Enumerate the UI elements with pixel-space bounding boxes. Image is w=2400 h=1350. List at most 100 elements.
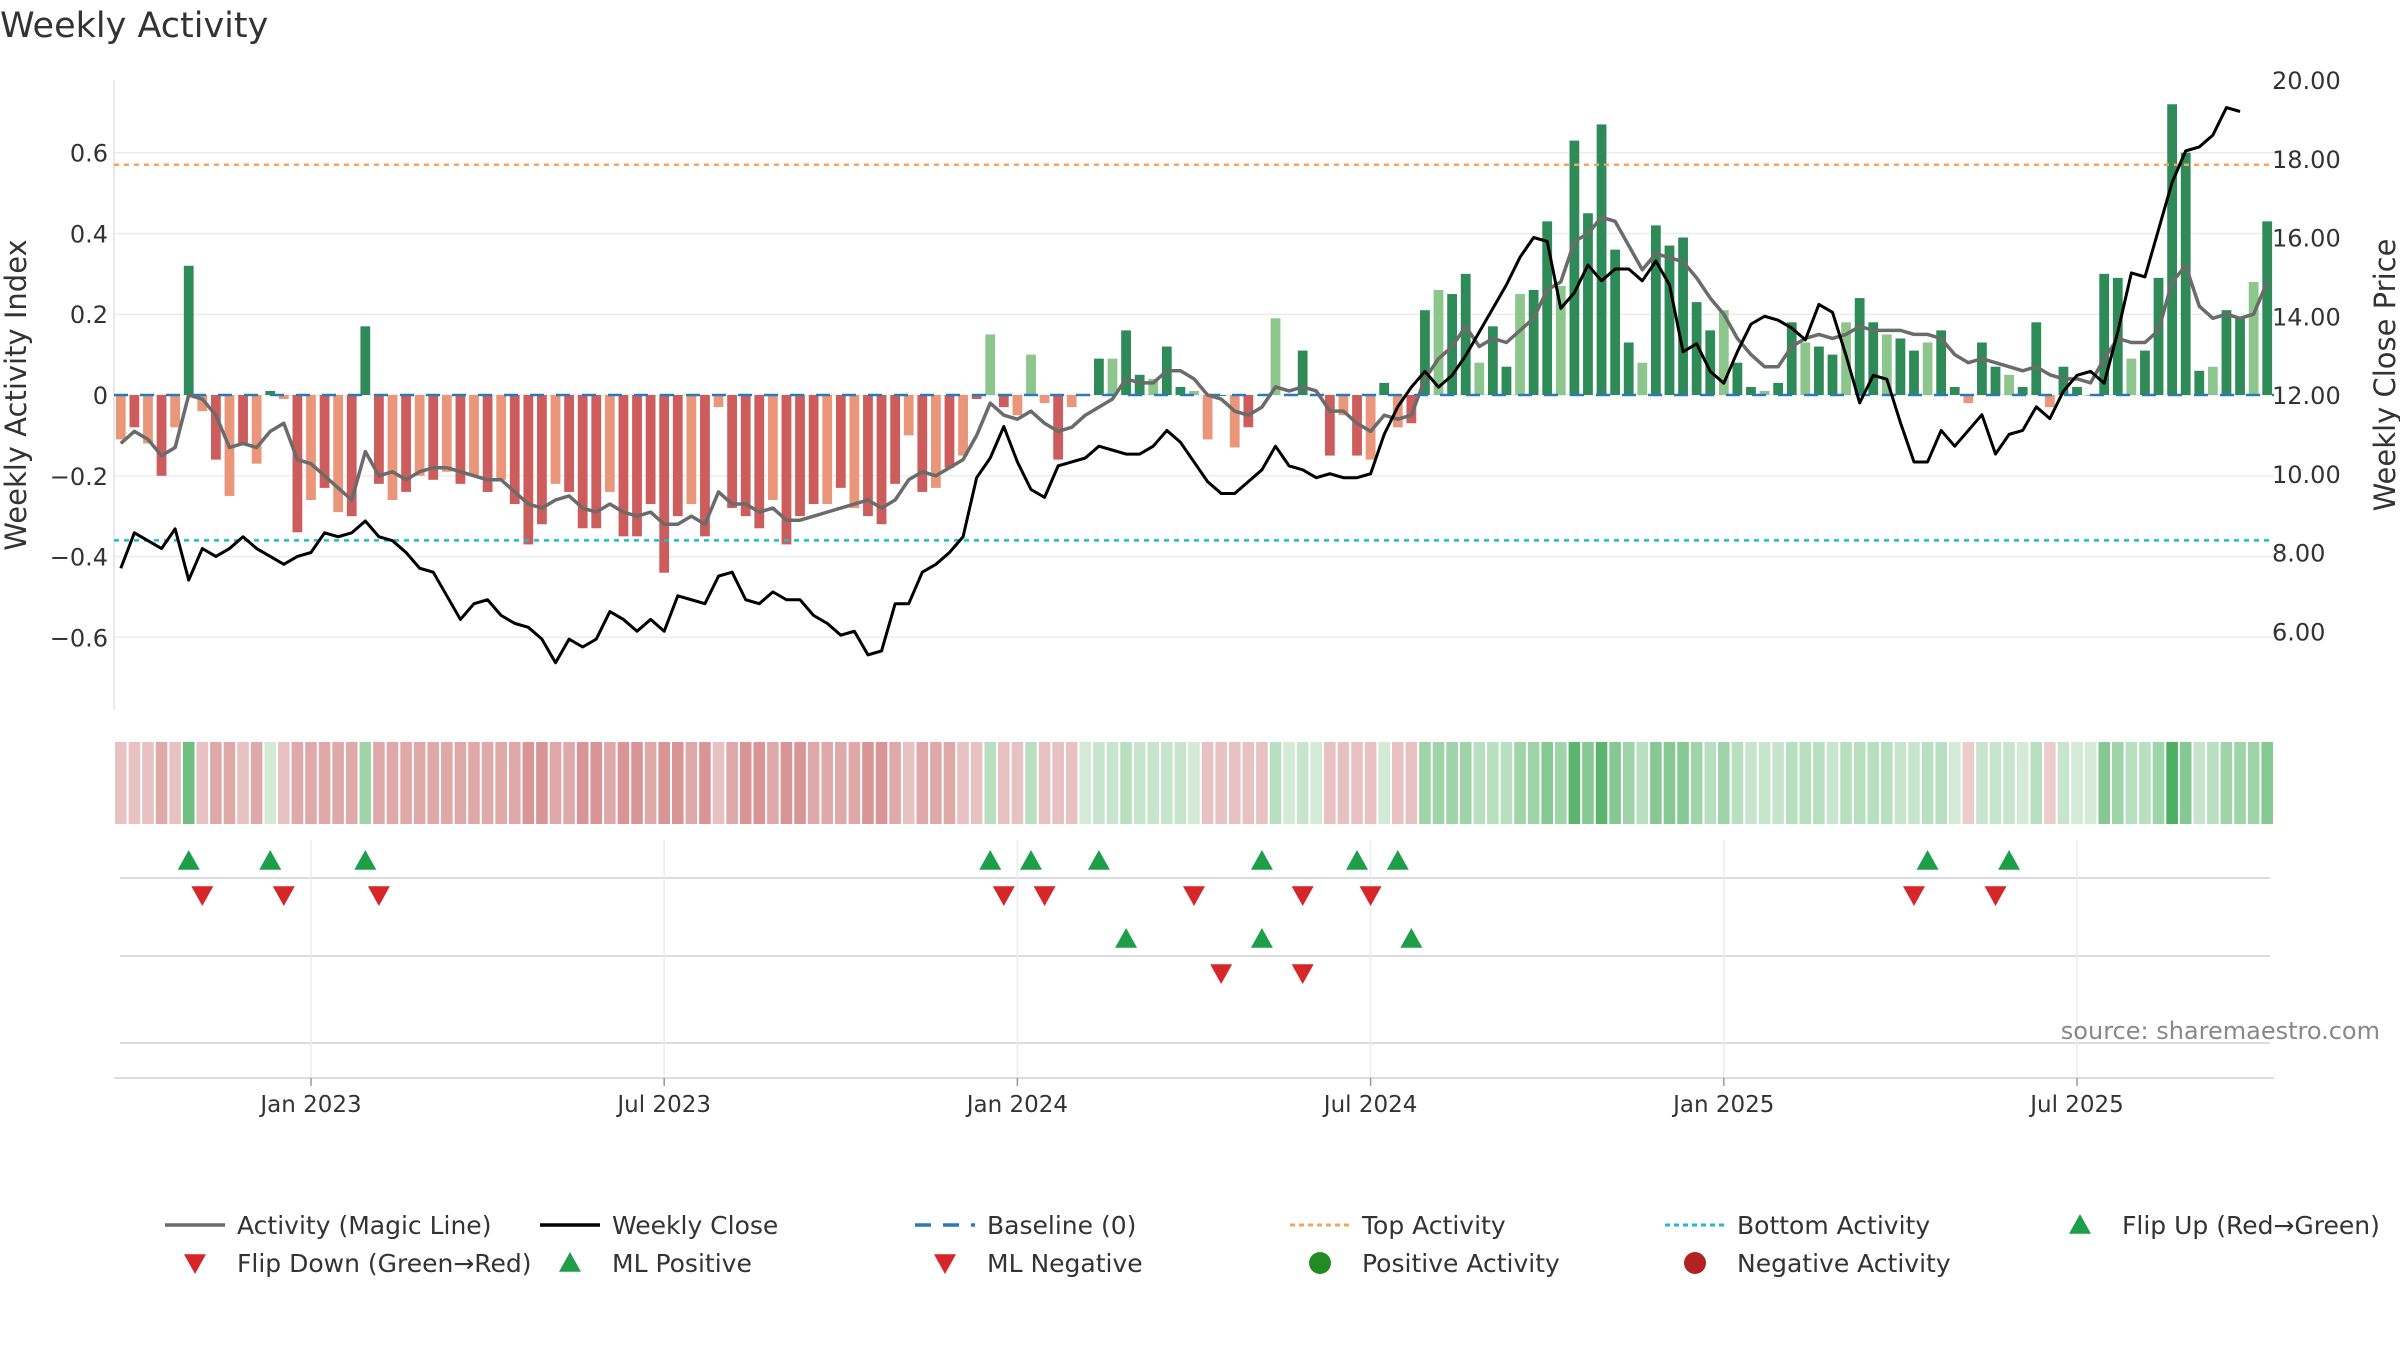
activity-bar [1134,374,1145,395]
activity-bar [1909,350,1919,395]
flip-down-marker [1183,886,1205,906]
heat-cell [2179,742,2192,824]
activity-bar [509,395,520,505]
activity-bar [210,395,221,460]
heat-cell [495,742,507,824]
activity-bar [1732,362,1743,395]
source-credit: source: sharemaestro.com [2061,1017,2380,1045]
y-tick-left-label: 0.2 [70,301,108,329]
x-tick-label: Jan 2024 [965,1092,1068,1118]
heat-cell [916,742,929,824]
activity-bar [1501,366,1512,395]
activity-bar [2044,395,2055,408]
heat-cell [739,742,752,824]
flip-down-marker [272,886,295,906]
x-tick-label: Jul 2024 [1322,1092,1418,1118]
heat-cell [373,742,385,824]
activity-bar [795,395,805,517]
activity-bar [2180,152,2191,395]
legend-label: Flip Down (Green→Red) [237,1249,532,1278]
heat-cell [454,742,467,824]
heat-cell [1799,742,1812,824]
activity-bar [1650,225,1661,395]
heat-cell [427,742,440,824]
y-axis-left-label: Weekly Activity Index [0,239,33,550]
activity-bar [1026,354,1036,395]
activity-bar [1379,382,1390,395]
activity-bar [604,395,615,492]
activity-bar [1487,326,1498,395]
heat-cell [2139,742,2151,824]
heat-cell [984,742,997,824]
heat-cell [1391,742,1404,824]
activity-bar [251,395,262,464]
heat-cell [305,742,317,824]
y-tick-right-label: 8.00 [2272,540,2325,568]
activity-bar [1012,395,1023,416]
activity-bar [1094,358,1104,395]
y-tick-left-label: −0.2 [50,463,108,491]
main-plot: 0.6 0.4 0.2 0 −0.2 −0.4 −0.6 20.00 18.00 16.00 14.… [50,67,2341,710]
activity-bar [1107,358,1118,395]
heat-cell [508,742,521,824]
activity-bar [1990,366,2001,395]
flip-down-marker [1984,886,2007,906]
activity-bar [2262,221,2273,395]
heat-cell [1690,742,1703,824]
heat-cell [1500,742,1513,824]
activity-bar [727,395,738,509]
activity-bar [1474,362,1485,395]
heat-cell [278,742,290,824]
heat-cell [115,742,127,824]
legend-label: Activity (Magic Line) [237,1211,491,1240]
flip-up-marker [1019,850,1042,870]
heat-cell [223,742,236,824]
activity-bar [2194,370,2205,395]
activity-bar [1243,395,1254,428]
legend-swatch [1309,1252,1331,1274]
heat-cell [658,742,670,824]
heat-cell [1772,742,1784,824]
heat-cell [291,742,304,824]
heat-cell [930,742,942,824]
activity-bar [2126,358,2137,395]
activity-bar [374,395,384,484]
activity-bar [645,395,656,505]
heat-cell [2016,742,2029,824]
heat-cell [671,742,684,824]
activity-bar [890,395,901,484]
activity-bar [2235,318,2245,395]
heat-cell [563,742,575,824]
flip-up-marker [1916,850,1939,870]
heat-cell [1228,742,1241,824]
flip-up-marker [1087,850,1110,870]
heat-cell [1242,742,1255,824]
activity-bar [1678,237,1688,395]
activity-bar [183,265,194,395]
activity-bar [659,395,670,573]
heat-cell [1650,742,1662,824]
legend-item: ML Positive [559,1249,752,1278]
activity-bar [1420,310,1430,395]
activity-bar [1949,386,1960,395]
heat-cell [549,742,562,824]
activity-bar [292,395,303,533]
flip-up-marker [1998,850,2021,870]
heat-cell [1215,742,1227,824]
heat-cell [536,742,548,824]
flip-down-marker [367,886,390,906]
legend-label: Flip Up (Red→Green) [2122,1211,2380,1240]
heat-cell [1568,742,1581,824]
heat-cell [1419,742,1431,824]
activity-bar [1189,390,1199,395]
heat-cell [576,742,589,824]
heat-cell [902,742,915,824]
activity-bar [1800,342,1811,395]
heat-cell [1514,742,1526,824]
heat-cell [807,742,820,824]
activity-bar [2017,386,2028,395]
flip-marker-panel [120,840,2270,1078]
heat-cell [332,742,344,824]
heat-cell [1038,742,1051,824]
legend-swatch [2069,1214,2091,1234]
